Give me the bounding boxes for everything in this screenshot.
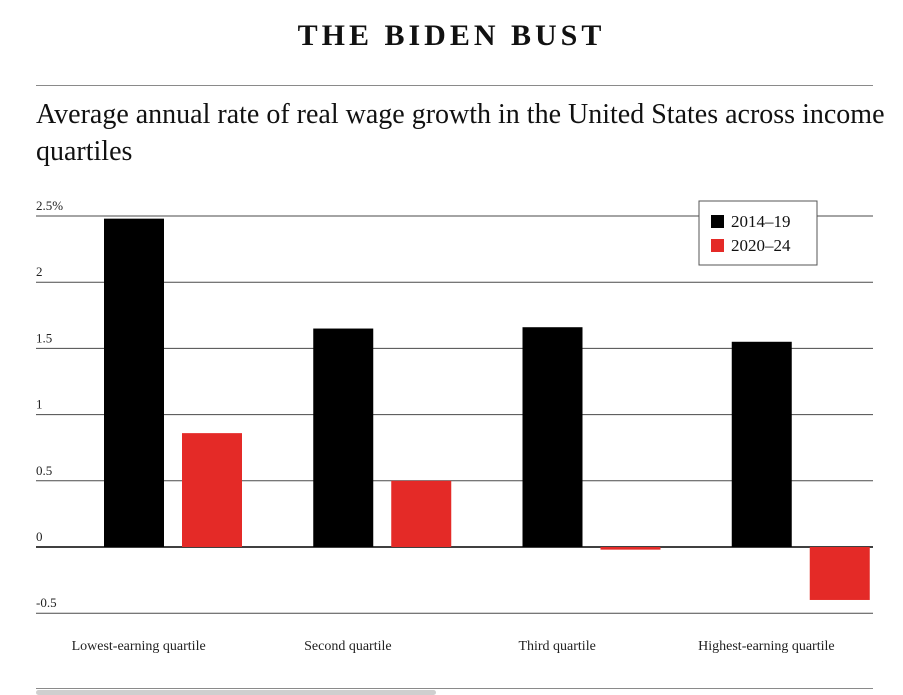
y-tick-label: 0.5 [36, 463, 52, 478]
bar-chart: 2.5% 2 1.5 1 0.5 0 -0.5 Lowest-earning quartile… [36, 198, 873, 654]
horizontal-scrollbar[interactable] [36, 690, 436, 695]
bar-series1 [522, 327, 583, 547]
y-tick-label: 2.5% [36, 198, 63, 213]
bar-series2 [600, 547, 661, 550]
y-tick-label: 2 [36, 264, 43, 279]
bar-series2 [391, 480, 452, 547]
bar-series1 [313, 328, 374, 547]
y-tick-label: 1.5 [36, 330, 52, 345]
x-category-label: Third quartile [518, 639, 595, 654]
legend-label: 2020–24 [731, 236, 791, 255]
x-category-label: Second quartile [304, 639, 391, 654]
bar-series2 [182, 433, 242, 547]
legend-swatch [711, 239, 724, 252]
y-tick-label: 0 [36, 529, 43, 544]
legend-swatch [711, 215, 724, 228]
bottom-divider [36, 688, 873, 689]
chart-title: Average annual rate of real wage growth … [36, 99, 885, 167]
bar-series1 [104, 218, 164, 547]
bar-series2 [809, 547, 870, 600]
y-tick-label: -0.5 [36, 595, 57, 610]
headline: THE BIDEN BUST [297, 19, 606, 52]
legend-box [698, 200, 818, 266]
x-category-label: Lowest-earning quartile [72, 639, 206, 654]
legend-label: 2014–19 [731, 212, 791, 231]
y-tick-label: 1 [36, 397, 43, 412]
x-category-label: Highest-earning quartile [698, 639, 834, 654]
top-divider [36, 85, 873, 86]
bar-series1 [731, 341, 792, 547]
